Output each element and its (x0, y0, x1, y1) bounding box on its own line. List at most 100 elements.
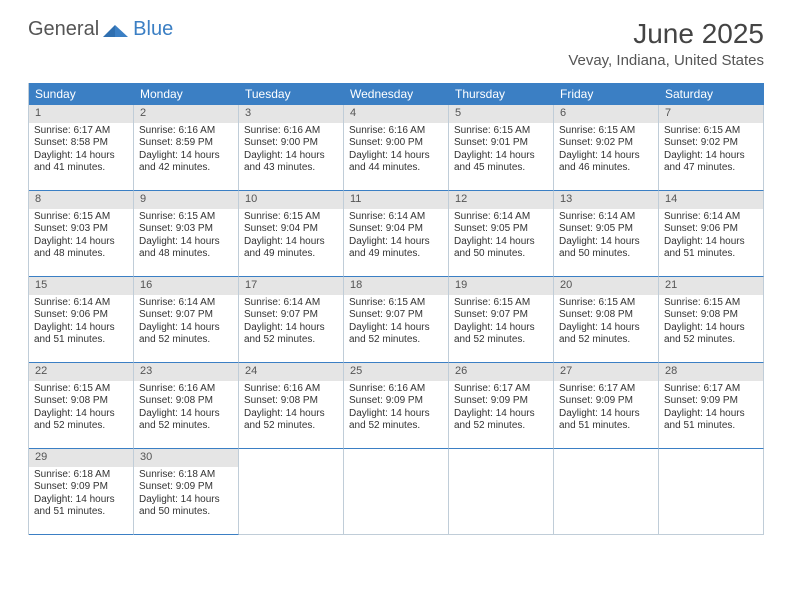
daylight-line: Daylight: 14 hours and 51 minutes. (34, 494, 128, 519)
day-cell: 25Sunrise: 6:16 AMSunset: 9:09 PMDayligh… (344, 363, 449, 449)
day-body: Sunrise: 6:15 AMSunset: 9:08 PMDaylight:… (29, 383, 133, 433)
daylight-line: Daylight: 14 hours and 52 minutes. (454, 322, 548, 347)
day-cell: 20Sunrise: 6:15 AMSunset: 9:08 PMDayligh… (554, 277, 659, 363)
day-body: Sunrise: 6:15 AMSunset: 9:08 PMDaylight:… (554, 297, 658, 347)
day-cell (554, 449, 659, 535)
day-body: Sunrise: 6:15 AMSunset: 9:03 PMDaylight:… (134, 211, 238, 261)
day-cell: 27Sunrise: 6:17 AMSunset: 9:09 PMDayligh… (554, 363, 659, 449)
daylight-line: Daylight: 14 hours and 52 minutes. (139, 322, 233, 347)
title-block: June 2025 Vevay, Indiana, United States (568, 18, 764, 69)
day-cell: 16Sunrise: 6:14 AMSunset: 9:07 PMDayligh… (134, 277, 239, 363)
daylight-line: Daylight: 14 hours and 52 minutes. (244, 322, 338, 347)
sunset-line: Sunset: 9:09 PM (139, 481, 233, 494)
day-number: 12 (449, 191, 553, 209)
sunrise-line: Sunrise: 6:14 AM (454, 211, 548, 224)
sunrise-line: Sunrise: 6:14 AM (34, 297, 128, 310)
day-number: 15 (29, 277, 133, 295)
sunrise-line: Sunrise: 6:15 AM (34, 383, 128, 396)
daylight-line: Daylight: 14 hours and 52 minutes. (349, 322, 443, 347)
day-cell (449, 449, 554, 535)
sunrise-line: Sunrise: 6:17 AM (664, 383, 758, 396)
day-body: Sunrise: 6:15 AMSunset: 9:02 PMDaylight:… (554, 125, 658, 175)
daylight-line: Daylight: 14 hours and 52 minutes. (349, 408, 443, 433)
day-number: 21 (659, 277, 763, 295)
daylight-line: Daylight: 14 hours and 52 minutes. (139, 408, 233, 433)
sunset-line: Sunset: 9:08 PM (559, 309, 653, 322)
day-cell: 23Sunrise: 6:16 AMSunset: 9:08 PMDayligh… (134, 363, 239, 449)
day-cell: 8 Sunrise: 6:15 AMSunset: 9:03 PMDaylight… (29, 191, 134, 277)
day-cell: 12 Sunrise: 6:14 AMSunset: 9:05 PMDayligh… (449, 191, 554, 277)
month-title: June 2025 (568, 18, 764, 50)
daylight-line: Daylight: 14 hours and 51 minutes. (664, 236, 758, 261)
dow-cell: Saturday (659, 83, 764, 105)
sunset-line: Sunset: 9:06 PM (664, 223, 758, 236)
daylight-line: Daylight: 14 hours and 49 minutes. (349, 236, 443, 261)
daylight-line: Daylight: 14 hours and 49 minutes. (244, 236, 338, 261)
sunset-line: Sunset: 9:08 PM (139, 395, 233, 408)
day-number: 22 (29, 363, 133, 381)
daylight-line: Daylight: 14 hours and 48 minutes. (34, 236, 128, 261)
day-number: 11 (344, 191, 448, 209)
day-body: Sunrise: 6:18 AMSunset: 9:09 PMDaylight:… (29, 469, 133, 519)
daylight-line: Daylight: 14 hours and 52 minutes. (664, 322, 758, 347)
day-cell: 18 Sunrise: 6:15 AMSunset: 9:07 PMDayligh… (344, 277, 449, 363)
sunrise-line: Sunrise: 6:16 AM (244, 383, 338, 396)
day-number: 7 (659, 105, 763, 123)
day-cell (344, 449, 449, 535)
day-body: Sunrise: 6:15 AMSunset: 9:07 PMDaylight:… (344, 297, 448, 347)
day-cell: 6 Sunrise: 6:15 AMSunset: 9:02 PMDaylight… (554, 105, 659, 191)
day-number: 14 (659, 191, 763, 209)
daylight-line: Daylight: 14 hours and 52 minutes. (559, 322, 653, 347)
day-number: 18 (344, 277, 448, 295)
sunrise-line: Sunrise: 6:15 AM (244, 211, 338, 224)
sunrise-line: Sunrise: 6:15 AM (559, 125, 653, 138)
day-cell: 11Sunrise: 6:14 AMSunset: 9:04 PMDayligh… (344, 191, 449, 277)
sunset-line: Sunset: 9:07 PM (349, 309, 443, 322)
sunset-line: Sunset: 9:09 PM (559, 395, 653, 408)
sunrise-line: Sunrise: 6:15 AM (349, 297, 443, 310)
day-cell: 17Sunrise: 6:14 AMSunset: 9:07 PMDayligh… (239, 277, 344, 363)
dow-cell: Friday (554, 83, 659, 105)
day-cell: 19 Sunrise: 6:15 AMSunset: 9:07 PMDayligh… (449, 277, 554, 363)
daylight-line: Daylight: 14 hours and 50 minutes. (454, 236, 548, 261)
day-cell: 30Sunrise: 6:18 AMSunset: 9:09 PMDayligh… (134, 449, 239, 535)
day-cell: 4Sunrise: 6:16 AMSunset: 9:00 PMDaylight… (344, 105, 449, 191)
day-cell: 10Sunrise: 6:15 AMSunset: 9:04 PMDayligh… (239, 191, 344, 277)
dow-cell: Tuesday (239, 83, 344, 105)
sunrise-line: Sunrise: 6:15 AM (139, 211, 233, 224)
sunset-line: Sunset: 9:07 PM (244, 309, 338, 322)
sunset-line: Sunset: 9:02 PM (559, 137, 653, 150)
location: Vevay, Indiana, United States (568, 52, 764, 69)
daylight-line: Daylight: 14 hours and 52 minutes. (34, 408, 128, 433)
day-number: 1 (29, 105, 133, 123)
day-body: Sunrise: 6:16 AMSunset: 8:59 PMDaylight:… (134, 125, 238, 175)
day-number: 19 (449, 277, 553, 295)
day-cell: 21Sunrise: 6:15 AMSunset: 9:08 PMDayligh… (659, 277, 764, 363)
day-number: 16 (134, 277, 238, 295)
day-body: Sunrise: 6:14 AMSunset: 9:06 PMDaylight:… (659, 211, 763, 261)
sunrise-line: Sunrise: 6:14 AM (139, 297, 233, 310)
sunrise-line: Sunrise: 6:16 AM (139, 125, 233, 138)
day-number: 9 (134, 191, 238, 209)
sunrise-line: Sunrise: 6:17 AM (559, 383, 653, 396)
day-number: 4 (344, 105, 448, 123)
sunset-line: Sunset: 9:00 PM (244, 137, 338, 150)
sunset-line: Sunset: 9:02 PM (664, 137, 758, 150)
sunrise-line: Sunrise: 6:16 AM (349, 383, 443, 396)
day-number: 6 (554, 105, 658, 123)
dow-cell: Thursday (449, 83, 554, 105)
sunset-line: Sunset: 9:03 PM (139, 223, 233, 236)
sunset-line: Sunset: 9:04 PM (349, 223, 443, 236)
day-body: Sunrise: 6:15 AMSunset: 9:01 PMDaylight:… (449, 125, 553, 175)
day-number: 3 (239, 105, 343, 123)
sunset-line: Sunset: 9:05 PM (454, 223, 548, 236)
day-cell (659, 449, 764, 535)
day-number: 28 (659, 363, 763, 381)
sunset-line: Sunset: 9:08 PM (664, 309, 758, 322)
day-number: 8 (29, 191, 133, 209)
day-body: Sunrise: 6:15 AMSunset: 9:03 PMDaylight:… (29, 211, 133, 261)
day-body: Sunrise: 6:15 AMSunset: 9:07 PMDaylight:… (449, 297, 553, 347)
sunrise-line: Sunrise: 6:18 AM (139, 469, 233, 482)
sunset-line: Sunset: 9:09 PM (454, 395, 548, 408)
sunrise-line: Sunrise: 6:15 AM (34, 211, 128, 224)
